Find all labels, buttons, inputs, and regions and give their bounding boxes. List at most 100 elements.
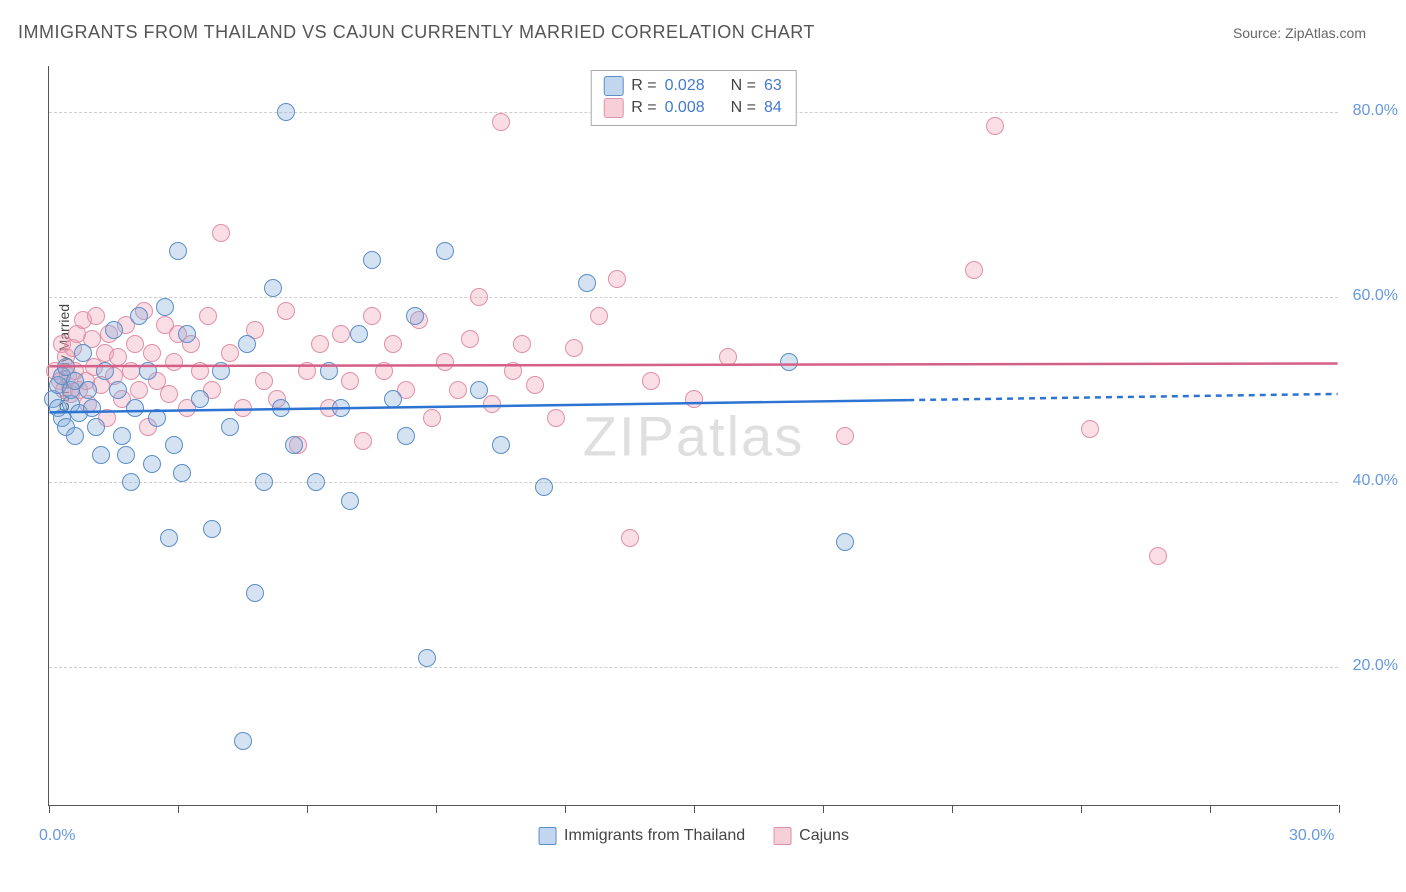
data-point <box>780 353 798 371</box>
data-point <box>1149 547 1167 565</box>
x-tick <box>694 805 695 813</box>
data-point <box>483 395 501 413</box>
data-point <box>234 732 252 750</box>
data-point <box>965 261 983 279</box>
data-point <box>1081 420 1099 438</box>
data-point <box>105 321 123 339</box>
x-tick <box>307 805 308 813</box>
data-point <box>461 330 479 348</box>
data-point <box>87 418 105 436</box>
data-point <box>350 325 368 343</box>
data-point <box>384 335 402 353</box>
swatch-blue-icon <box>603 76 623 96</box>
chart-title: IMMIGRANTS FROM THAILAND VS CAJUN CURREN… <box>18 22 815 43</box>
data-point <box>332 325 350 343</box>
data-point <box>255 372 273 390</box>
data-point <box>492 436 510 454</box>
data-point <box>470 381 488 399</box>
data-point <box>66 427 84 445</box>
data-point <box>92 446 110 464</box>
data-point <box>836 427 854 445</box>
data-point <box>199 307 217 325</box>
x-tick-label: 0.0% <box>39 827 75 845</box>
regression-lines <box>49 66 1338 805</box>
data-point <box>311 335 329 353</box>
data-point <box>307 473 325 491</box>
data-point <box>375 362 393 380</box>
legend-row-blue: R = 0.028 N = 63 <box>603 75 782 97</box>
data-point <box>109 381 127 399</box>
x-tick <box>1081 805 1082 813</box>
data-point <box>74 344 92 362</box>
data-point <box>492 113 510 131</box>
data-point <box>165 353 183 371</box>
data-point <box>113 427 131 445</box>
data-point <box>191 362 209 380</box>
data-point <box>156 298 174 316</box>
data-point <box>565 339 583 357</box>
data-point <box>621 529 639 547</box>
data-point <box>277 103 295 121</box>
chart-source: Source: ZipAtlas.com <box>1233 25 1366 41</box>
y-tick-label: 60.0% <box>1353 287 1398 305</box>
data-point <box>169 242 187 260</box>
chart-header: IMMIGRANTS FROM THAILAND VS CAJUN CURREN… <box>18 22 1366 43</box>
r-value-pink: 0.008 <box>665 97 705 119</box>
data-point <box>363 251 381 269</box>
data-point <box>160 385 178 403</box>
data-point <box>234 399 252 417</box>
series-name-blue: Immigrants from Thailand <box>564 827 745 845</box>
plot-area: ZIPatlas R = 0.028 N = 63 R = 0.008 N = … <box>48 66 1338 806</box>
r-label: R = <box>631 75 656 97</box>
data-point <box>221 344 239 362</box>
swatch-pink-icon <box>603 98 623 118</box>
watermark: ZIPatlas <box>583 403 804 468</box>
data-point <box>212 362 230 380</box>
x-tick <box>565 805 566 813</box>
legend-item-blue: Immigrants from Thailand <box>538 827 745 845</box>
n-label: N = <box>731 75 756 97</box>
data-point <box>384 390 402 408</box>
n-label: N = <box>731 97 756 119</box>
y-tick-label: 20.0% <box>1353 657 1398 675</box>
series-name-pink: Cajuns <box>799 827 849 845</box>
data-point <box>160 529 178 547</box>
data-point <box>117 446 135 464</box>
data-point <box>122 473 140 491</box>
data-point <box>298 362 316 380</box>
data-point <box>535 478 553 496</box>
data-point <box>685 390 703 408</box>
data-point <box>148 409 166 427</box>
data-point <box>139 362 157 380</box>
data-point <box>578 274 596 292</box>
data-point <box>126 335 144 353</box>
data-point <box>526 376 544 394</box>
r-label: R = <box>631 97 656 119</box>
x-tick <box>952 805 953 813</box>
y-tick-label: 40.0% <box>1353 472 1398 490</box>
data-point <box>212 224 230 242</box>
data-point <box>547 409 565 427</box>
data-point <box>285 436 303 454</box>
data-point <box>320 362 338 380</box>
data-point <box>436 242 454 260</box>
data-point <box>504 362 522 380</box>
data-point <box>642 372 660 390</box>
data-point <box>608 270 626 288</box>
correlation-legend: R = 0.028 N = 63 R = 0.008 N = 84 <box>590 70 797 126</box>
data-point <box>87 307 105 325</box>
data-point <box>406 307 424 325</box>
data-point <box>165 436 183 454</box>
data-point <box>173 464 191 482</box>
data-point <box>79 381 97 399</box>
data-point <box>277 302 295 320</box>
data-point <box>341 372 359 390</box>
x-tick-label: 30.0% <box>1289 827 1334 845</box>
grid-line <box>49 297 1338 298</box>
legend-item-pink: Cajuns <box>773 827 849 845</box>
data-point <box>513 335 531 353</box>
n-value-pink: 84 <box>764 97 782 119</box>
data-point <box>130 381 148 399</box>
data-point <box>191 390 209 408</box>
series-legend: Immigrants from Thailand Cajuns <box>538 827 849 845</box>
